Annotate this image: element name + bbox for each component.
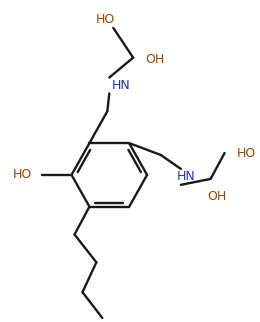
Text: HN: HN [111,79,130,92]
Text: HO: HO [12,168,32,181]
Text: HO: HO [96,14,115,26]
Text: OH: OH [207,190,226,203]
Text: OH: OH [145,53,165,66]
Text: HN: HN [177,170,196,184]
Text: HO: HO [237,147,256,160]
